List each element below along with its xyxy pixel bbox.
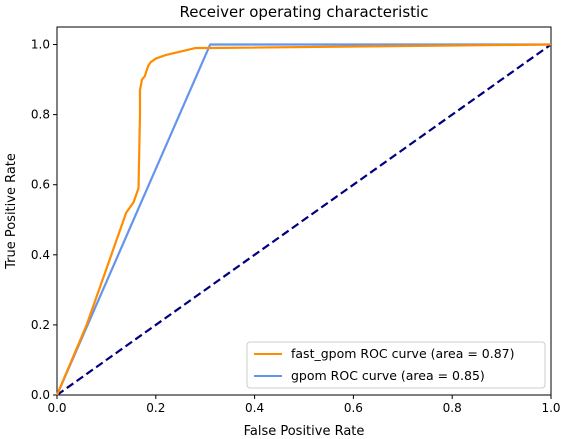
plot-area-frame (56, 26, 552, 396)
chance-diagonal-line (56, 43, 552, 396)
legend: fast_gpom ROC curve (area = 0.87) gpom R… (246, 341, 546, 389)
y-tick-label: 0.0 (31, 388, 50, 402)
legend-label-fast-gpom: fast_gpom ROC curve (area = 0.87) (291, 346, 515, 361)
y-tick-label: 1.0 (31, 38, 50, 52)
chart-title: Receiver operating characteristic (180, 3, 429, 21)
series-layer (55, 43, 552, 396)
x-axis-label: False Positive Rate (244, 424, 365, 439)
y-tick-label: 0.8 (31, 108, 50, 122)
legend-label-gpom: gpom ROC curve (area = 0.85) (291, 368, 485, 383)
y-tick-label: 0.2 (31, 318, 50, 332)
x-tick-label: 1.0 (541, 401, 560, 415)
x-tick-label: 0.8 (443, 401, 462, 415)
x-tick-label: 0.2 (146, 401, 165, 415)
legend-box (246, 341, 546, 389)
y-tick-label: 0.6 (31, 178, 50, 192)
gpom-roc-line (55, 43, 551, 396)
x-tick-label: 0.6 (344, 401, 363, 415)
y-axis-label: True Positive Rate (4, 153, 19, 270)
fast-gpom-roc-line (55, 43, 552, 396)
x-tick-label: 0.0 (47, 401, 66, 415)
y-tick-label: 0.4 (31, 248, 50, 262)
x-tick-label: 0.4 (245, 401, 264, 415)
axis-ticks: 0.0 0.2 0.4 0.6 0.8 1.0 0.0 0.2 0.4 0.6 0.8 1.0 (31, 38, 561, 415)
